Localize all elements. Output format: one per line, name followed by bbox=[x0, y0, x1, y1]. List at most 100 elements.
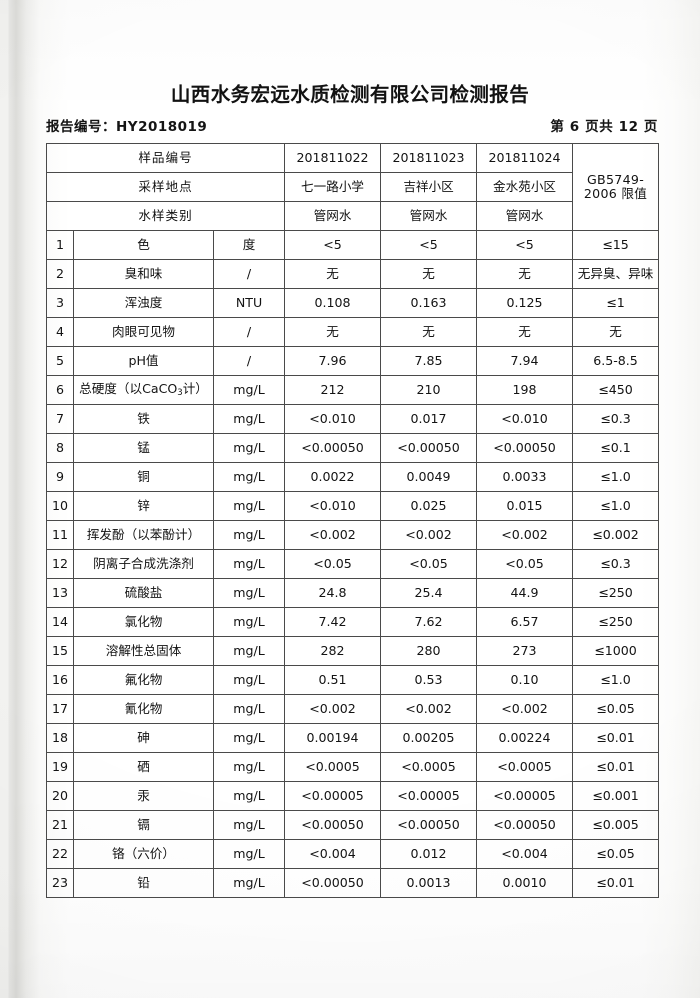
table-row: 15 溶解性总固体 mg/L 282 280 273 ≤1000 bbox=[46, 636, 660, 666]
row-index: 8 bbox=[46, 433, 74, 463]
row-index: 11 bbox=[46, 520, 74, 550]
sample-1-value: <0.0005 bbox=[284, 752, 382, 782]
table-row: 11 挥发酚（以苯酚计） mg/L <0.002 <0.002 <0.002 ≤0.002 bbox=[46, 520, 660, 550]
parameter-name: 锌 bbox=[73, 491, 214, 521]
sample-1-value: <0.00050 bbox=[284, 810, 382, 840]
header-sample-2: 管网水 bbox=[380, 201, 478, 231]
parameter-unit: 度 bbox=[212, 230, 286, 260]
standard-limit-value: ≤0.01 bbox=[572, 723, 660, 753]
standard-limit-value: ≤0.05 bbox=[572, 839, 660, 869]
standard-limit-value: 6.5-8.5 bbox=[572, 346, 660, 376]
header-sample-3: 管网水 bbox=[476, 201, 574, 231]
sample-3-value: 0.10 bbox=[476, 665, 574, 695]
sample-2-value: 280 bbox=[380, 636, 478, 666]
sample-2-value: 0.53 bbox=[380, 665, 478, 695]
parameter-unit: mg/L bbox=[212, 491, 286, 521]
sample-2-value: <0.0005 bbox=[380, 752, 478, 782]
report-meta-row: 报告编号：HY2018019 第 6 页共 12 页 bbox=[46, 115, 658, 135]
sample-2-value: 0.00205 bbox=[380, 723, 478, 753]
table-header-row: 采样地点 七一路小学 吉祥小区 金水苑小区 bbox=[45, 172, 659, 202]
parameter-unit: mg/L bbox=[212, 549, 286, 579]
sample-1-value: <0.010 bbox=[284, 491, 382, 521]
parameter-name: 挥发酚（以苯酚计） bbox=[73, 520, 214, 550]
sample-1-value: <5 bbox=[284, 230, 382, 260]
sample-2-value: 无 bbox=[380, 317, 478, 347]
sample-3-value: 273 bbox=[476, 636, 574, 666]
sample-3-value: <0.0005 bbox=[476, 752, 574, 782]
parameter-name: 色 bbox=[73, 230, 214, 260]
header-row-label: 样品编号 bbox=[45, 143, 286, 173]
table-row: 12 阴离子合成洗涤剂 mg/L <0.05 <0.05 <0.05 ≤0.3 bbox=[46, 549, 660, 579]
row-index: 20 bbox=[46, 781, 74, 811]
standard-limit-value: ≤1 bbox=[572, 288, 660, 318]
sample-1-value: 无 bbox=[284, 317, 382, 347]
header-sample-1: 管网水 bbox=[284, 201, 382, 231]
sample-2-value: <0.002 bbox=[380, 520, 478, 550]
table-row: 21 镉 mg/L <0.00050 <0.00050 <0.00050 ≤0.005 bbox=[46, 810, 660, 840]
sample-2-value: 0.163 bbox=[380, 288, 478, 318]
header-sample-3: 金水苑小区 bbox=[476, 172, 574, 202]
standard-limit-value: 无 bbox=[572, 317, 660, 347]
standard-limit-value: ≤0.3 bbox=[572, 404, 660, 434]
parameter-unit: mg/L bbox=[212, 723, 286, 753]
parameter-name: 浑浊度 bbox=[73, 288, 214, 318]
sample-1-value: <0.00005 bbox=[284, 781, 382, 811]
parameter-unit: mg/L bbox=[212, 375, 286, 405]
table-row: 17 氰化物 mg/L <0.002 <0.002 <0.002 ≤0.05 bbox=[46, 694, 660, 724]
sample-3-value: 0.125 bbox=[476, 288, 574, 318]
sample-2-value: 0.017 bbox=[380, 404, 478, 434]
row-index: 19 bbox=[46, 752, 74, 782]
sample-1-value: <0.004 bbox=[284, 839, 382, 869]
parameter-name: 铁 bbox=[73, 404, 214, 434]
row-index: 1 bbox=[46, 230, 74, 260]
sample-2-value: <0.00050 bbox=[380, 810, 478, 840]
header-sample-2: 201811023 bbox=[380, 143, 478, 173]
standard-limit-value: ≤1.0 bbox=[572, 462, 660, 492]
sample-1-value: 7.96 bbox=[284, 346, 382, 376]
standard-limit-value: 无异臭、异味 bbox=[572, 259, 660, 289]
table-row: 18 砷 mg/L 0.00194 0.00205 0.00224 ≤0.01 bbox=[46, 723, 660, 753]
parameter-unit: mg/L bbox=[212, 462, 286, 492]
sample-2-value: 0.0013 bbox=[380, 868, 478, 898]
row-index: 5 bbox=[46, 346, 74, 376]
sample-1-value: <0.05 bbox=[284, 549, 382, 579]
sample-2-value: 无 bbox=[380, 259, 478, 289]
table-header-row: 水样类别 管网水 管网水 管网水 bbox=[45, 201, 659, 231]
parameter-name: 硫酸盐 bbox=[73, 578, 214, 608]
parameter-name: 氰化物 bbox=[73, 694, 214, 724]
table-row: 23 铅 mg/L <0.00050 0.0013 0.0010 ≤0.01 bbox=[46, 868, 660, 898]
sample-2-value: 7.85 bbox=[380, 346, 478, 376]
sample-3-value: 44.9 bbox=[476, 578, 574, 608]
header-row-label: 采样地点 bbox=[45, 172, 286, 202]
sample-3-value: 7.94 bbox=[476, 346, 574, 376]
standard-limit-value: ≤1.0 bbox=[572, 491, 660, 521]
sample-2-value: 0.012 bbox=[380, 839, 478, 869]
row-index: 7 bbox=[46, 404, 74, 434]
parameter-unit: / bbox=[212, 346, 286, 376]
table-row: 4 肉眼可见物 / 无无无无 bbox=[46, 317, 660, 347]
parameter-unit: mg/L bbox=[212, 520, 286, 550]
sample-1-value: <0.00050 bbox=[284, 868, 382, 898]
sample-1-value: 0.00194 bbox=[284, 723, 382, 753]
table-row: 9 铜 mg/L 0.0022 0.0049 0.0033 ≤1.0 bbox=[46, 462, 660, 492]
page-title: 山西水务宏远水质检测有限公司检测报告 bbox=[170, 83, 530, 106]
parameter-name: 铬（六价） bbox=[73, 839, 214, 869]
parameter-name: 总硬度（以CaCO3计） bbox=[73, 375, 214, 405]
standard-limit-value: ≤0.001 bbox=[572, 781, 660, 811]
row-index: 4 bbox=[46, 317, 74, 347]
table-row: 8 锰 mg/L <0.00050 <0.00050 <0.00050 ≤0.1 bbox=[46, 433, 660, 463]
standard-limit-value: ≤0.05 bbox=[572, 694, 660, 724]
row-index: 14 bbox=[46, 607, 74, 637]
sample-3-value: <0.010 bbox=[476, 404, 574, 434]
parameter-name: 肉眼可见物 bbox=[73, 317, 214, 347]
sample-1-value: <0.00050 bbox=[284, 433, 382, 463]
table-row: 13 硫酸盐 mg/L 24.8 25.4 44.9 ≤250 bbox=[46, 578, 660, 608]
sample-1-value: 7.42 bbox=[284, 607, 382, 637]
table-row: 14 氯化物 mg/L 7.42 7.62 6.57 ≤250 bbox=[46, 607, 660, 637]
sample-2-value: <0.05 bbox=[380, 549, 478, 579]
sample-3-value: 0.0033 bbox=[476, 462, 574, 492]
sample-3-value: <0.00005 bbox=[476, 781, 574, 811]
parameter-unit: mg/L bbox=[212, 607, 286, 637]
row-index: 21 bbox=[46, 810, 74, 840]
standard-limit-value: ≤250 bbox=[572, 607, 660, 637]
